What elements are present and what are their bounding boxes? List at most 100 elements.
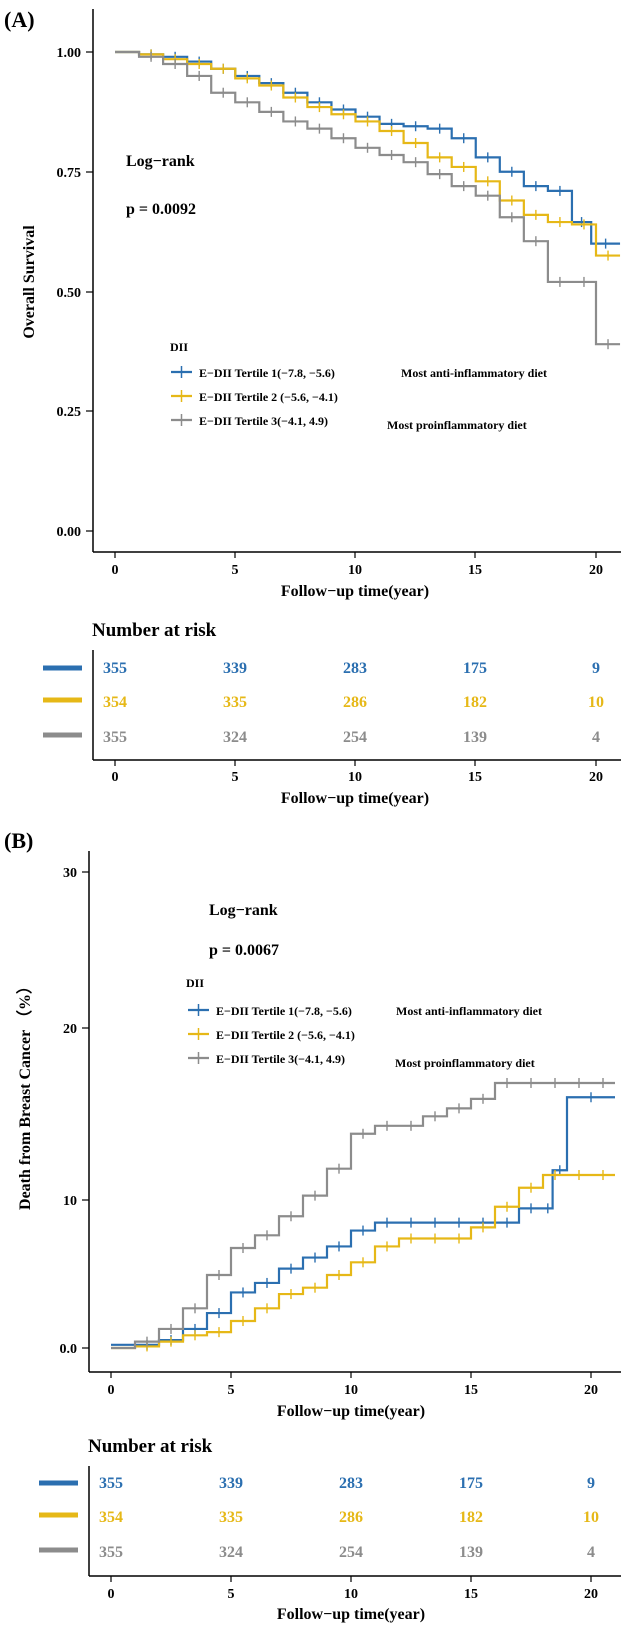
risk-count-tertile-2: 286 <box>339 1509 363 1526</box>
risk-count-tertile-1: 9 <box>592 660 600 677</box>
panel-b: (B) Death from Breast Cancer （%） 0.0 10 … <box>4 828 621 1420</box>
panel-b-yticks: 0.0 10 20 30 <box>60 866 89 1357</box>
panel-a: (A) Overall Survival 0.00 0.25 0.50 0.75… <box>4 7 621 600</box>
risk-count-tertile-1: 175 <box>459 1475 483 1492</box>
risk-count-tertile-2: 10 <box>583 1509 599 1526</box>
legend-item-tertile-2: E−DII Tertile 2 (−5.6, −4.1) <box>171 390 338 404</box>
legend-b-note-anti: Most anti-inflammatory diet <box>396 1004 542 1018</box>
panel-b-ytick-label: 20 <box>63 1022 77 1037</box>
legend-note-pro: Most proinflammatory diet <box>387 418 527 432</box>
legend-b-label-tertile-2: E−DII Tertile 2 (−5.6, −4.1) <box>216 1028 355 1042</box>
risk-count-tertile-3: 355 <box>103 729 127 746</box>
risk-count-tertile-2: 354 <box>103 694 127 711</box>
panel-a-risk-xlabel: Follow−up time(year) <box>281 790 429 807</box>
legend-item-tertile-1: E−DII Tertile 1(−7.8, −5.6) Most anti-in… <box>171 366 547 380</box>
risk-count-tertile-2: 10 <box>588 694 604 711</box>
panel-a-ytick-label: 0.75 <box>57 166 82 181</box>
panel-b-ytick-label: 30 <box>63 866 77 881</box>
risk-count-tertile-1: 339 <box>223 660 247 677</box>
legend-b-item-tertile-2: E−DII Tertile 2 (−5.6, −4.1) <box>188 1028 355 1042</box>
panel-a-ytick-label: 0.50 <box>57 286 82 301</box>
panel-b-ylabel: Death from Breast Cancer （%） <box>16 978 34 1210</box>
panel-a-yticks: 0.00 0.25 0.50 0.75 1.00 <box>57 46 93 540</box>
risk-count-tertile-3: 4 <box>592 729 600 746</box>
panel-b-curves <box>111 1077 615 1352</box>
panel-a-risk-xticks: 0 5 10 15 20 <box>112 760 603 785</box>
legend-b-label-tertile-3: E−DII Tertile 3(−4.1, 4.9) <box>216 1052 345 1066</box>
panel-a-risk-values: 355 339 283 175 9 354 335 286 182 10 355 324 254 139 4 <box>103 660 604 746</box>
panel-a-legend: DII E−DII Tertile 1(−7.8, −5.6) Most ant… <box>170 340 547 432</box>
panel-b-curve-tertile-3 <box>111 1081 615 1350</box>
legend-b-label-tertile-1: E−DII Tertile 1(−7.8, −5.6) <box>216 1004 352 1018</box>
panel-a-risk-title: Number at risk <box>92 620 217 641</box>
risk-count-tertile-2: 354 <box>99 1509 123 1526</box>
panel-b-risk-xtick-label: 20 <box>584 1587 598 1602</box>
panel-a-curve-tertile-3 <box>115 50 621 346</box>
panel-b-logrank: Log−rank <box>209 902 278 919</box>
legend-b-item-tertile-3: E−DII Tertile 3(−4.1, 4.9) Most proinfla… <box>188 1052 535 1070</box>
risk-count-tertile-3: 355 <box>99 1544 123 1561</box>
risk-count-tertile-3: 324 <box>223 729 247 746</box>
legend-note-anti: Most anti-inflammatory diet <box>401 366 547 380</box>
risk-count-tertile-1: 175 <box>463 660 487 677</box>
legend-label-tertile-2: E−DII Tertile 2 (−5.6, −4.1) <box>199 390 338 404</box>
risk-count-tertile-3: 254 <box>343 729 367 746</box>
panel-a-xticks: 0 5 10 15 20 <box>112 552 603 578</box>
risk-count-tertile-1: 283 <box>339 1475 363 1492</box>
panel-b-xtick-label: 20 <box>584 1383 598 1398</box>
risk-count-tertile-2: 335 <box>219 1509 243 1526</box>
legend-b-note-pro: Most proinflammatory diet <box>395 1056 535 1070</box>
panel-a-xtick-label: 20 <box>589 563 603 578</box>
risk-count-tertile-3: 324 <box>219 1544 243 1561</box>
panel-a-risk-xtick-label: 10 <box>348 770 362 785</box>
panel-a-risk-xtick-label: 5 <box>232 770 239 785</box>
panel-b-risk-xticks: 0 5 10 15 20 <box>108 1576 598 1602</box>
panel-b-risk-xtick-label: 15 <box>464 1587 478 1602</box>
panel-a-xlabel: Follow−up time(year) <box>281 583 429 600</box>
risk-count-tertile-1: 9 <box>587 1475 595 1492</box>
panel-b-risk-table: Number at risk 355 339 283 175 9 354 335 286 182… <box>39 1436 621 1623</box>
risk-count-tertile-1: 355 <box>99 1475 123 1492</box>
panel-a-ytick-label: 1.00 <box>57 46 82 61</box>
risk-count-tertile-1: 339 <box>219 1475 243 1492</box>
panel-b-ytick-label: 10 <box>63 1194 77 1209</box>
panel-b-risk-xtick-label: 5 <box>228 1587 235 1602</box>
panel-b-xtick-label: 0 <box>108 1383 115 1398</box>
risk-count-tertile-1: 283 <box>343 660 367 677</box>
panel-a-risk-xtick-label: 20 <box>589 770 603 785</box>
risk-count-tertile-1: 355 <box>103 660 127 677</box>
panel-a-risk-table: Number at risk 355 339 283 175 9 354 335 286 182… <box>43 620 621 807</box>
risk-count-tertile-2: 286 <box>343 694 367 711</box>
legend-label-tertile-3: E−DII Tertile 3(−4.1, 4.9) <box>199 414 328 428</box>
risk-count-tertile-3: 139 <box>459 1544 483 1561</box>
panel-b-pvalue: p = 0.0067 <box>209 942 279 959</box>
panel-a-label: (A) <box>4 7 35 32</box>
risk-count-tertile-2: 335 <box>223 694 247 711</box>
panel-a-xtick-label: 15 <box>468 563 482 578</box>
panel-b-label: (B) <box>4 828 33 853</box>
panel-a-curves <box>115 49 621 350</box>
risk-count-tertile-3: 4 <box>587 1544 595 1561</box>
panel-b-legend: DII E−DII Tertile 1(−7.8, −5.6) Most ant… <box>186 976 542 1070</box>
panel-b-xtick-label: 5 <box>228 1383 235 1398</box>
panel-a-ytick-label: 0.25 <box>57 405 82 420</box>
panel-b-legend-title: DII <box>186 976 204 990</box>
panel-a-xtick-label: 10 <box>348 563 362 578</box>
panel-b-risk-title: Number at risk <box>88 1436 213 1457</box>
panel-a-xtick-label: 0 <box>112 563 119 578</box>
panel-b-risk-xlabel: Follow−up time(year) <box>277 1606 425 1623</box>
risk-count-tertile-2: 182 <box>459 1509 483 1526</box>
panel-a-risk-xtick-label: 0 <box>112 770 119 785</box>
risk-count-tertile-3: 254 <box>339 1544 363 1561</box>
panel-a-ytick-label: 0.00 <box>57 525 82 540</box>
panel-b-risk-xtick-label: 0 <box>108 1587 115 1602</box>
risk-count-tertile-3: 139 <box>463 729 487 746</box>
panel-b-curve-tertile-1 <box>111 1096 615 1346</box>
panel-a-risk-xtick-label: 15 <box>468 770 482 785</box>
risk-count-tertile-2: 182 <box>463 694 487 711</box>
legend-item-tertile-3: E−DII Tertile 3(−4.1, 4.9) Most proinfla… <box>171 414 527 432</box>
panel-b-xlabel: Follow−up time(year) <box>277 1403 425 1420</box>
panel-a-legend-title: DII <box>170 340 188 354</box>
panel-b-ytick-label: 0.0 <box>60 1342 78 1357</box>
